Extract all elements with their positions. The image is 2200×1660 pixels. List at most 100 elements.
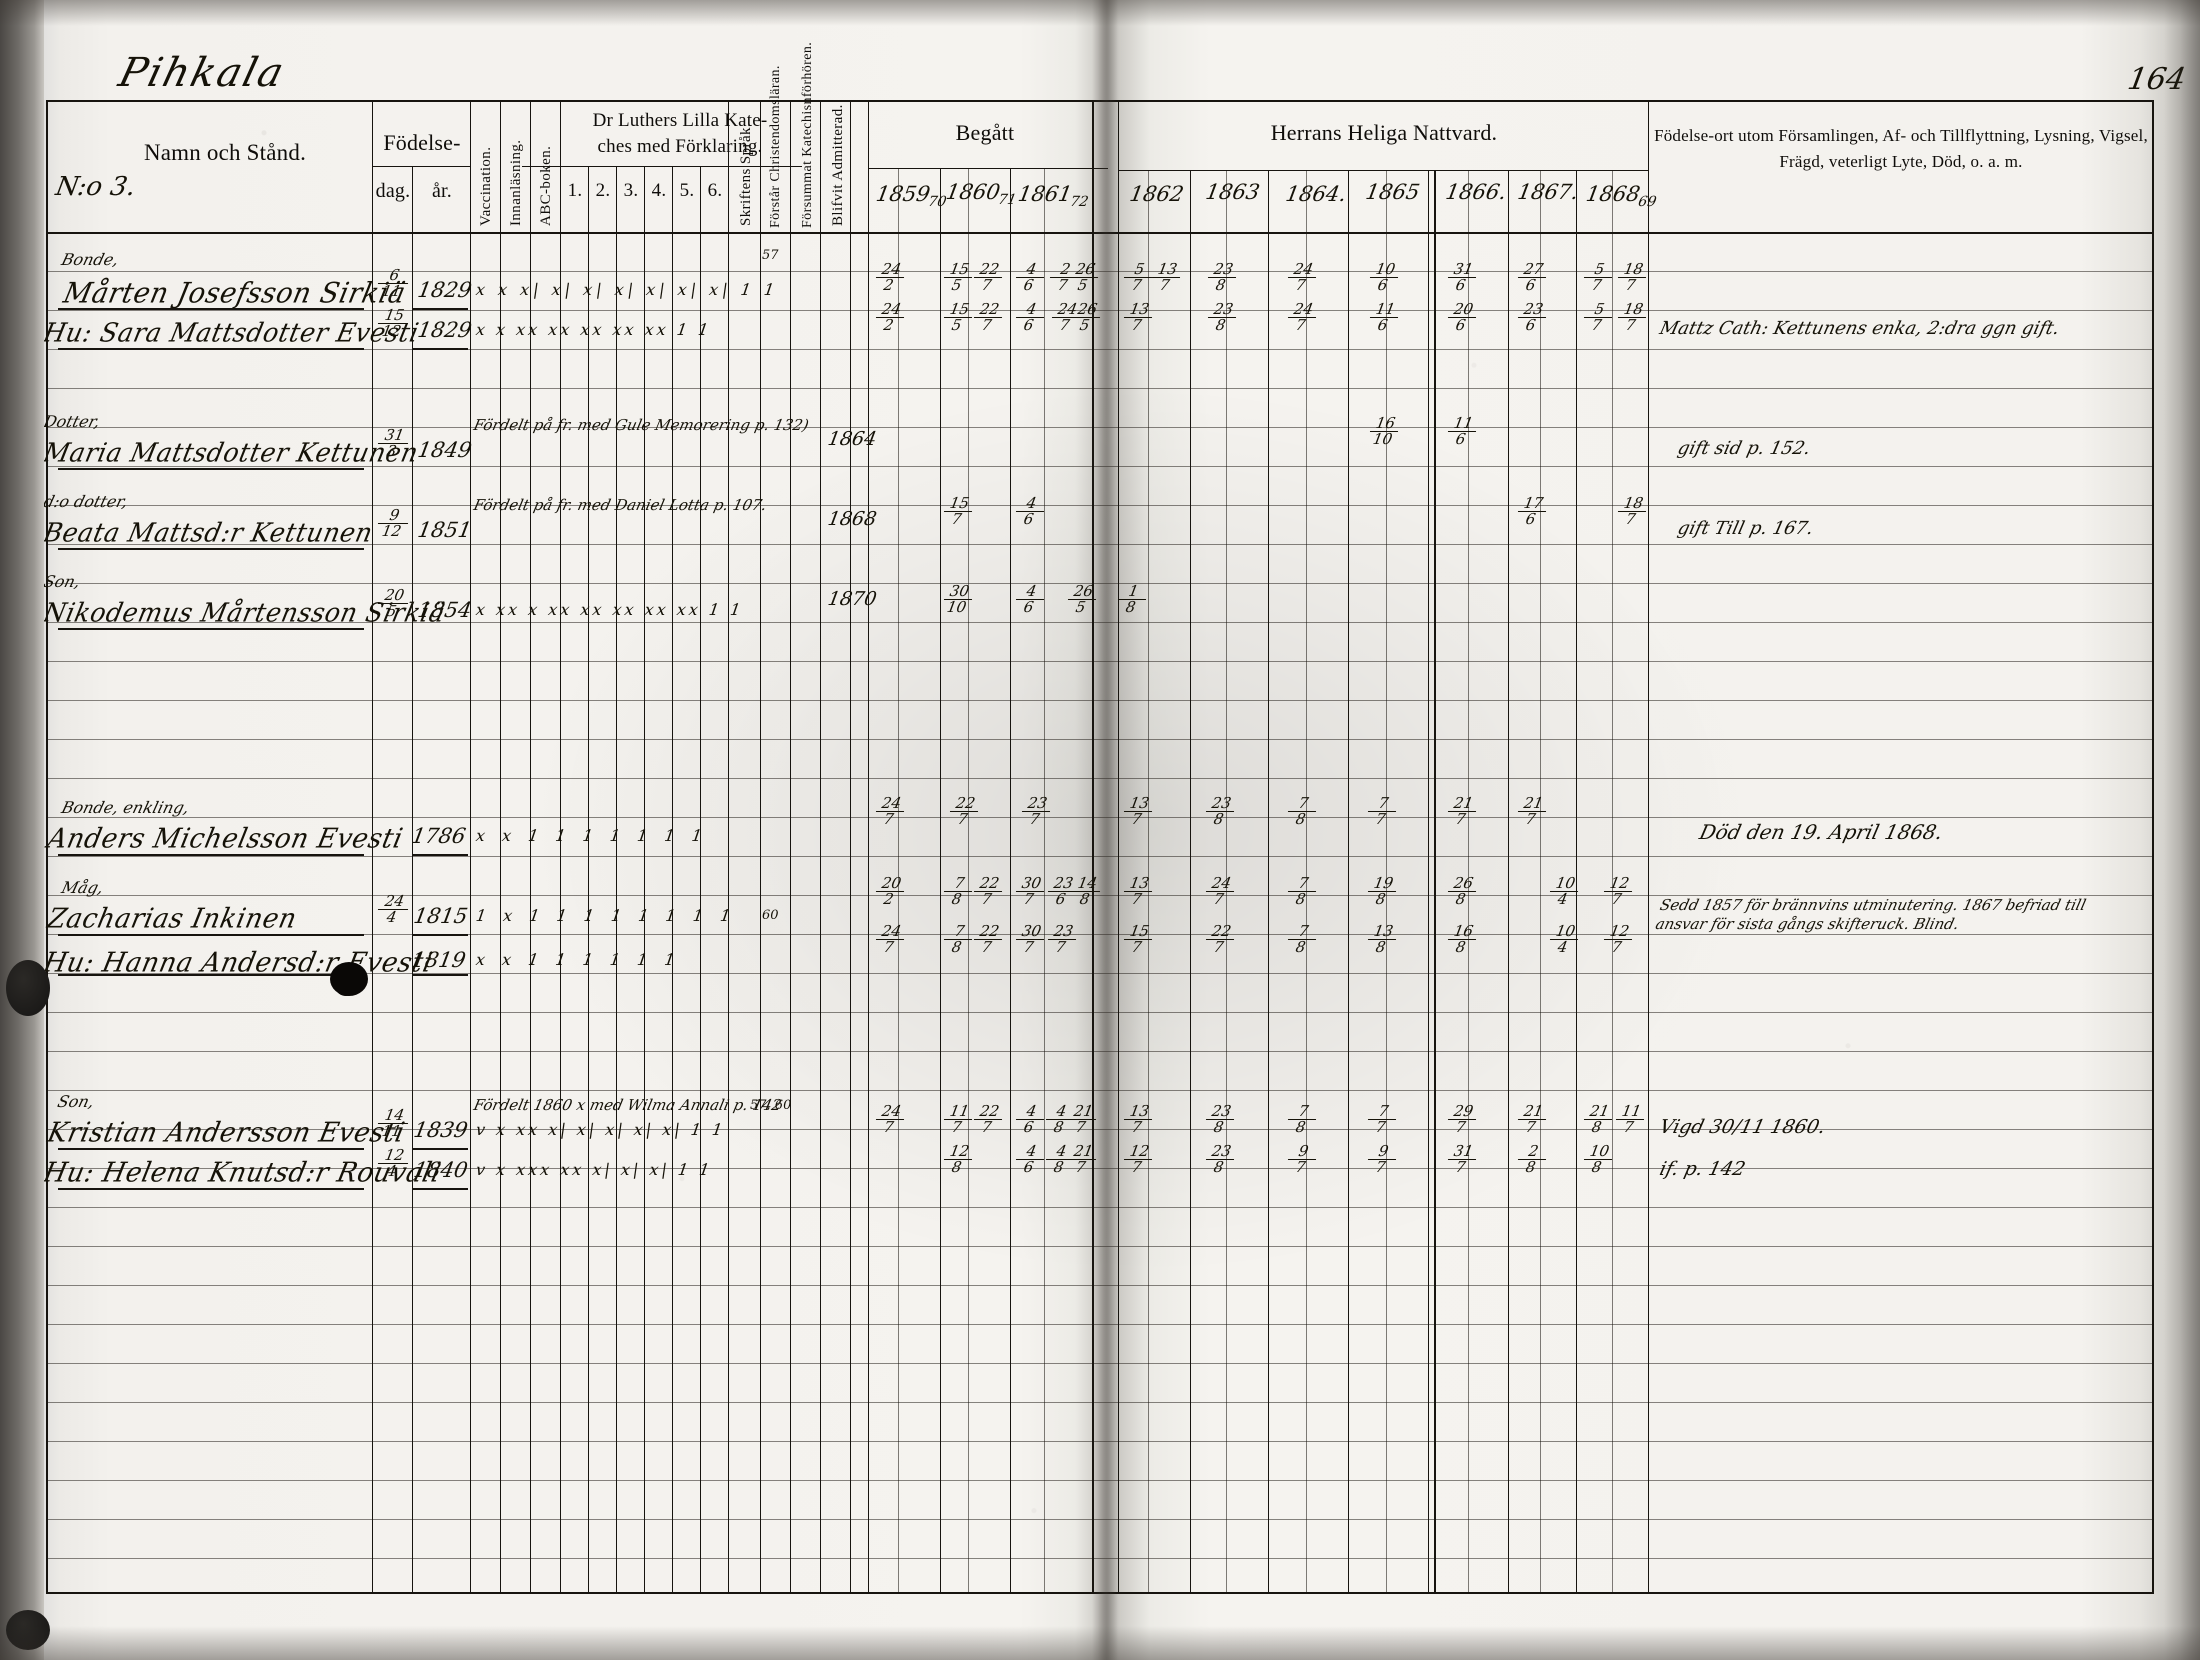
year-heading-1861: 186172 bbox=[1016, 182, 1090, 211]
person-birth-year: 1854 bbox=[415, 598, 474, 622]
person-birth-year: 1829 bbox=[415, 318, 474, 342]
person-name: Maria Mattsdotter Kettunen bbox=[40, 437, 422, 468]
stray-annotation: 60 bbox=[762, 908, 779, 923]
person-status: Måg, bbox=[59, 878, 106, 897]
person-birth-day: 31 3 bbox=[375, 426, 410, 460]
header-catechism-part-2: 2. bbox=[595, 180, 611, 201]
person-birth-day: 9 12 bbox=[375, 506, 410, 540]
right-edge-shadow bbox=[2164, 0, 2200, 1660]
header-scripture-language: Skriftens Språk. bbox=[738, 122, 754, 226]
person-name: Hu: Sara Mattsdotter Evesti bbox=[40, 317, 422, 348]
person-birth-year: 1851 bbox=[415, 518, 474, 542]
punch-hole bbox=[6, 1610, 50, 1650]
header-lords-supper: Herrans Heliga Nattvard. bbox=[1270, 120, 1498, 145]
person-status: Son, bbox=[41, 572, 83, 591]
person-note: gift sid p. 152. bbox=[1675, 438, 1813, 459]
person-birth-day: 14 11 bbox=[375, 1106, 410, 1140]
village-title: Pihkala bbox=[114, 50, 290, 96]
year-heading-1867: 1867. bbox=[1515, 180, 1581, 204]
person-status: Bonde, enkling, bbox=[59, 798, 192, 817]
year-heading-1860: 186071 bbox=[944, 180, 1018, 209]
header-catechism-part-5: 5. bbox=[679, 180, 695, 201]
year-heading-1866: 1866. bbox=[1443, 180, 1509, 204]
year-heading-1865: 1865 bbox=[1363, 180, 1422, 204]
person-marks: 1 x 1 1 1 1 1 1 1 1 bbox=[474, 906, 738, 925]
person-admitted-year: 1864 bbox=[826, 428, 879, 450]
farm-number: N:o 3. bbox=[53, 172, 138, 202]
year-heading-1864: 1864. bbox=[1283, 182, 1349, 206]
header-admitted: Blifvit Admitterad. bbox=[830, 104, 846, 226]
person-marks: x x 1 1 1 1 1 1 bbox=[474, 950, 683, 969]
person-marks: x x x| x| x| x| x| x| x| 1 1 bbox=[474, 280, 780, 299]
person-inline-annotation: Fördelt 1860 x med Wilma Annali p. 142 bbox=[472, 1096, 784, 1114]
header-birth-day: dag. bbox=[375, 180, 411, 202]
person-inline-annotation: Fördelt på fr. med Daniel Lotta p. 107. bbox=[472, 496, 769, 514]
page-gutter bbox=[1092, 0, 1118, 1660]
person-birth-year: 1829 bbox=[415, 278, 474, 302]
village-title-underline bbox=[112, 100, 362, 102]
person-marks: x x 1 1 1 1 1 1 1 bbox=[474, 826, 710, 845]
stray-annotation: 57. 60 bbox=[750, 1098, 792, 1113]
person-admitted-year: 1870 bbox=[826, 588, 879, 610]
person-note: Mattz Cath: Kettunens enka, 2:dra ggn gi… bbox=[1657, 318, 2062, 339]
header-name-and-status: Namn och Stånd. bbox=[143, 140, 307, 165]
header-notes-line1: Födelse-ort utom Församlingen, Af- och T… bbox=[1654, 126, 2148, 145]
person-status: Son, bbox=[55, 1092, 97, 1111]
person-birth-year: 1819 bbox=[409, 948, 468, 972]
person-admitted-year: 1868 bbox=[826, 508, 879, 530]
person-note: gift Till p. 167. bbox=[1675, 518, 1816, 539]
person-marks: v x xxx xx x| x| x| 1 1 bbox=[474, 1160, 714, 1179]
person-name: Kristian Andersson Evesti bbox=[44, 1117, 408, 1149]
person-status: Dotter, bbox=[41, 412, 103, 431]
person-note: if. p. 142 bbox=[1657, 1158, 1748, 1180]
person-marks: x xx x xx xx xx xx xx 1 1 bbox=[474, 600, 745, 619]
person-birth-day: 12 4 bbox=[375, 1146, 410, 1180]
person-birth-day: 6 11 bbox=[375, 266, 410, 300]
header-inner-reading: Innanläsning. bbox=[508, 139, 524, 226]
header-catechism-line1: Dr Luthers Lilla Kate- bbox=[592, 110, 768, 131]
header-catechism-part-1: 1. bbox=[567, 180, 583, 201]
header-vaccination: Vaccination. bbox=[478, 146, 494, 226]
top-edge-shadow bbox=[0, 0, 2200, 26]
header-understands-christianity: Förstår Christendomsläran. bbox=[768, 65, 783, 228]
person-birth-day: 24 4 bbox=[375, 892, 410, 926]
person-note: Sedd 1857 för brännvins utminutering. 18… bbox=[1653, 896, 2088, 933]
year-heading-1868: 186869 bbox=[1584, 182, 1658, 211]
person-marks: x x xx xx xx xx xx 1 1 bbox=[474, 320, 713, 339]
header-notes-line2: Frägd, veterligt Lyte, Död, o. a. m. bbox=[1779, 152, 2023, 171]
binding-edge bbox=[0, 0, 44, 1660]
header-catechism-line2: ches med Förklaring. bbox=[597, 136, 763, 157]
header-abc-book: ABC-boken. bbox=[538, 145, 554, 226]
person-birth-year: 1849 bbox=[415, 438, 474, 462]
year-heading-1862: 1862 bbox=[1127, 182, 1186, 206]
person-name: Anders Michelsson Evesti bbox=[44, 823, 406, 855]
punch-hole bbox=[6, 960, 50, 1016]
year-heading-1859: 185970 bbox=[874, 182, 948, 211]
person-note: Död den 19. April 1868. bbox=[1697, 820, 1946, 844]
person-note: Vigd 30/11 1860. bbox=[1657, 1116, 1828, 1138]
person-status: Bonde, bbox=[59, 250, 121, 269]
year-heading-1863: 1863 bbox=[1203, 180, 1262, 204]
header-catechism-part-4: 4. bbox=[651, 180, 667, 201]
person-name: Mårten Josefsson Sirkiä bbox=[60, 277, 409, 310]
header-begatt: Begått bbox=[955, 120, 1015, 145]
bottom-edge-shadow bbox=[0, 1626, 2200, 1660]
header-neglected-catechism: Försummat Katechisnförhören. bbox=[800, 41, 815, 228]
header-birth: Födelse- bbox=[383, 130, 461, 155]
person-marks: v x xx x| x| x| x| x| 1 1 bbox=[474, 1120, 727, 1139]
ink-blot bbox=[336, 980, 356, 996]
person-name: Beata Mattsd:r Kettunen bbox=[40, 517, 376, 548]
header-catechism-part-3: 3. bbox=[623, 180, 639, 201]
person-birth-day: 15 12 bbox=[375, 306, 410, 340]
header-birth-year: år. bbox=[431, 180, 453, 202]
person-status: d:o dotter, bbox=[41, 492, 130, 511]
person-birth-year: 1815 bbox=[411, 904, 470, 928]
header-catechism-part-6: 6. bbox=[707, 180, 723, 201]
person-birth-day: 20 5 bbox=[375, 586, 410, 620]
person-birth-year: 1840 bbox=[411, 1158, 470, 1182]
stray-annotation: 57 bbox=[762, 248, 779, 263]
person-name: Zacharias Inkinen bbox=[44, 903, 300, 935]
person-birth-year: 1839 bbox=[411, 1118, 470, 1142]
person-inline-annotation: Fördelt på fr. med Gule Memorering p. 13… bbox=[472, 416, 811, 434]
